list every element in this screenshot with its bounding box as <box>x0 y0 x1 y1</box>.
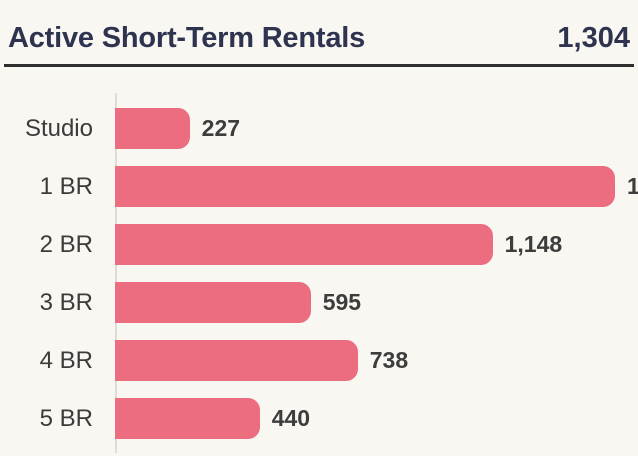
bar[interactable] <box>115 282 311 323</box>
bar-row: Studio 227 <box>0 108 638 149</box>
bar-row: 3 BR 595 <box>0 282 638 323</box>
bar-track: 1,148 <box>115 224 638 265</box>
bar-row: 1 BR 1 <box>0 166 638 207</box>
y-axis-line <box>115 93 117 453</box>
bar[interactable] <box>115 108 190 149</box>
bar[interactable] <box>115 224 493 265</box>
bar-track: 738 <box>115 340 638 381</box>
value-label: 1,148 <box>504 231 563 257</box>
bar-row: 4 BR 738 <box>0 340 638 381</box>
category-label: 1 BR <box>39 173 93 200</box>
total-count: 1,304 <box>557 22 630 54</box>
category-label: 2 BR <box>39 231 93 258</box>
value-label: 440 <box>271 405 311 431</box>
category-label: 3 BR <box>39 289 93 316</box>
bar-row: 2 BR 1,148 <box>0 224 638 265</box>
header-divider <box>4 64 634 67</box>
bar-track: 595 <box>115 282 638 323</box>
bar-track: 440 <box>115 398 638 439</box>
value-label: 227 <box>201 115 241 141</box>
bar-track: 1 <box>115 166 638 207</box>
bar-track: 227 <box>115 108 638 149</box>
category-label: Studio <box>24 115 93 142</box>
card-title: Active Short-Term Rentals <box>8 22 366 54</box>
bar[interactable] <box>115 166 615 207</box>
category-label: 4 BR <box>39 347 93 374</box>
bar-rows: Studio 227 1 BR 1 2 BR 1,148 3 BR 595 4 BR 738 5 B… <box>0 93 638 439</box>
value-label: 1 <box>626 173 638 199</box>
value-label: 738 <box>369 347 409 373</box>
bar-row: 5 BR 440 <box>0 398 638 439</box>
bedroom-bar-chart: Studio 227 1 BR 1 2 BR 1,148 3 BR 595 4 BR 738 5 B… <box>0 93 638 453</box>
bar[interactable] <box>115 398 260 439</box>
bar[interactable] <box>115 340 358 381</box>
card-header: Active Short-Term Rentals 1,304 <box>0 0 638 64</box>
value-label: 595 <box>322 289 362 315</box>
category-label: 5 BR <box>39 405 93 432</box>
